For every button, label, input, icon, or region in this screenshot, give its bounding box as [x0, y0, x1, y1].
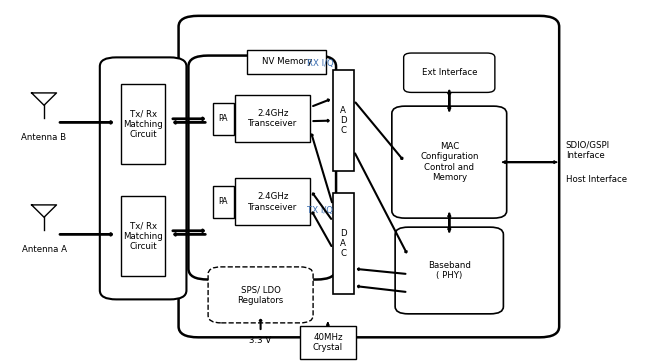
Text: D
A
C: D A C: [340, 229, 347, 258]
Text: TX I/Q: TX I/Q: [306, 206, 333, 215]
Text: A
D
C: A D C: [340, 106, 347, 135]
FancyBboxPatch shape: [213, 103, 234, 135]
Text: Baseband
( PHY): Baseband ( PHY): [428, 261, 471, 280]
FancyBboxPatch shape: [248, 50, 326, 74]
FancyBboxPatch shape: [121, 84, 165, 164]
Text: 2.4GHz
Transceiver: 2.4GHz Transceiver: [248, 109, 297, 128]
Text: MAC
Configuration
Control and
Memory: MAC Configuration Control and Memory: [420, 142, 478, 182]
Text: Antenna B: Antenna B: [22, 133, 67, 142]
FancyBboxPatch shape: [208, 267, 313, 323]
FancyBboxPatch shape: [100, 58, 186, 300]
FancyBboxPatch shape: [404, 53, 495, 92]
FancyBboxPatch shape: [300, 327, 356, 359]
FancyBboxPatch shape: [179, 16, 559, 337]
Text: PA: PA: [218, 114, 228, 123]
Text: PA: PA: [218, 197, 228, 206]
FancyBboxPatch shape: [392, 106, 507, 218]
FancyBboxPatch shape: [333, 70, 354, 171]
Text: Tx/ Rx
Matching
Circuit: Tx/ Rx Matching Circuit: [123, 221, 163, 251]
FancyBboxPatch shape: [395, 227, 503, 314]
FancyBboxPatch shape: [213, 186, 234, 218]
Text: Tx/ Rx
Matching
Circuit: Tx/ Rx Matching Circuit: [123, 109, 163, 139]
Text: 2.4GHz
Transceiver: 2.4GHz Transceiver: [248, 192, 297, 211]
FancyBboxPatch shape: [235, 178, 310, 225]
FancyBboxPatch shape: [235, 95, 310, 142]
Text: SDIO/GSPI
Interface: SDIO/GSPI Interface: [565, 141, 610, 160]
FancyBboxPatch shape: [188, 56, 336, 280]
Text: Antenna A: Antenna A: [22, 245, 67, 254]
Text: Host Interface: Host Interface: [565, 175, 627, 184]
FancyBboxPatch shape: [121, 197, 165, 276]
Text: RX I/Q: RX I/Q: [306, 59, 333, 68]
Text: SPS/ LDO
Regulators: SPS/ LDO Regulators: [237, 285, 284, 305]
Text: Ext Interface: Ext Interface: [422, 68, 477, 77]
FancyBboxPatch shape: [333, 193, 354, 294]
Text: 40MHz
Crystal: 40MHz Crystal: [313, 333, 343, 352]
Text: 3.3 V: 3.3 V: [250, 336, 272, 344]
Text: NV Memory: NV Memory: [262, 58, 312, 66]
